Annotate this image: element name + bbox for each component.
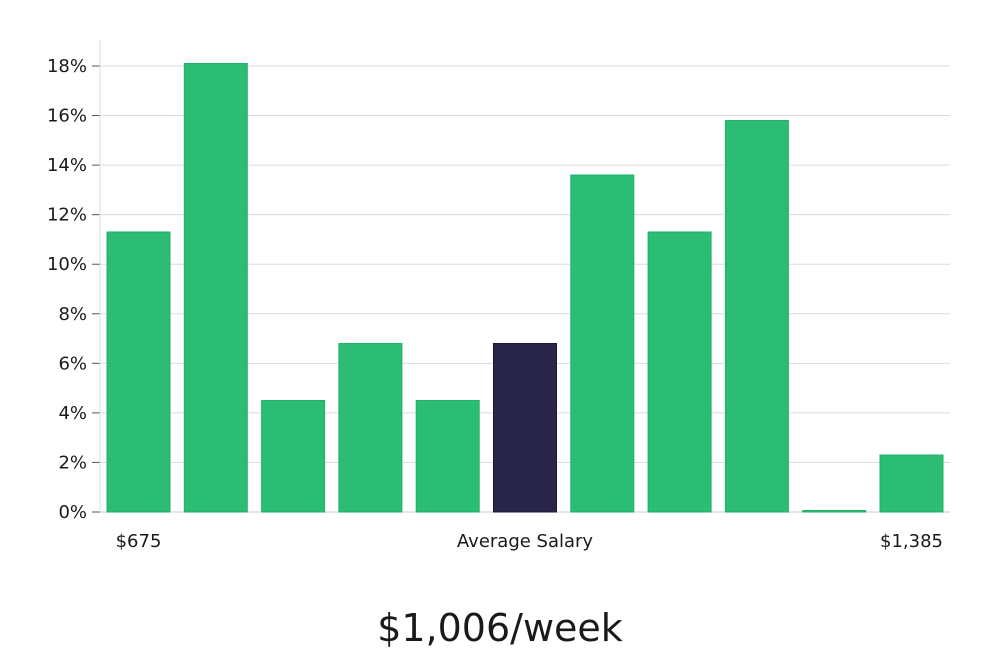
x-label-average-salary: Average Salary	[457, 531, 594, 552]
y-tick-label: 6%	[58, 353, 87, 374]
bar	[338, 343, 403, 513]
salary-histogram-chart: 0% 2% 4% 6% 8% 10% 12% 14% 16% 18% $675 Average S…	[47, 40, 950, 552]
bar	[261, 400, 326, 513]
y-tick-label: 2%	[58, 452, 87, 473]
x-label-end: $1,385	[880, 531, 943, 552]
y-tick-label: 0%	[58, 502, 87, 523]
bar	[106, 231, 171, 513]
y-tick-label: 8%	[58, 304, 87, 325]
bar	[647, 231, 712, 513]
bar	[879, 454, 944, 513]
y-tick-label: 16%	[47, 106, 87, 127]
bar	[724, 120, 789, 513]
bar	[570, 174, 635, 513]
bar	[183, 63, 248, 513]
y-tick-label: 12%	[47, 205, 87, 226]
bar	[415, 400, 480, 513]
y-tick-label: 10%	[47, 254, 87, 275]
x-label-start: $675	[116, 531, 162, 552]
y-tick-label: 4%	[58, 403, 87, 424]
weekly-salary-headline: $1,006/week	[377, 606, 623, 650]
y-tick-label: 14%	[47, 155, 87, 176]
bars	[106, 63, 944, 513]
y-tick-label: 18%	[47, 56, 87, 77]
bar-average-salary	[493, 343, 557, 513]
bar	[802, 510, 867, 513]
y-axis-tick-labels: 0% 2% 4% 6% 8% 10% 12% 14% 16% 18%	[47, 56, 87, 523]
